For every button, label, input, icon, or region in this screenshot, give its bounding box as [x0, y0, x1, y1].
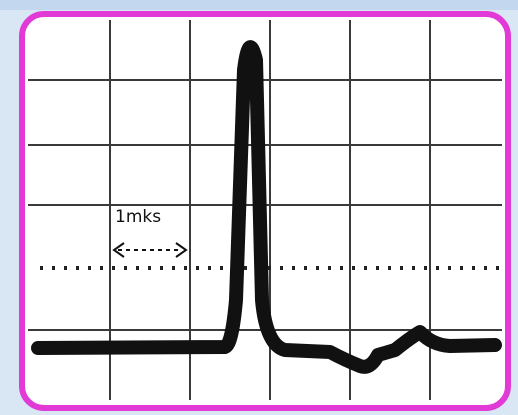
top-strip [0, 0, 518, 10]
time-scale-label: 1mks [115, 207, 161, 227]
page: {"annotation": {"label": "1mks"}} 1mks (… [0, 0, 518, 415]
oscilloscope-screenshot: 1mks [0, 0, 518, 415]
